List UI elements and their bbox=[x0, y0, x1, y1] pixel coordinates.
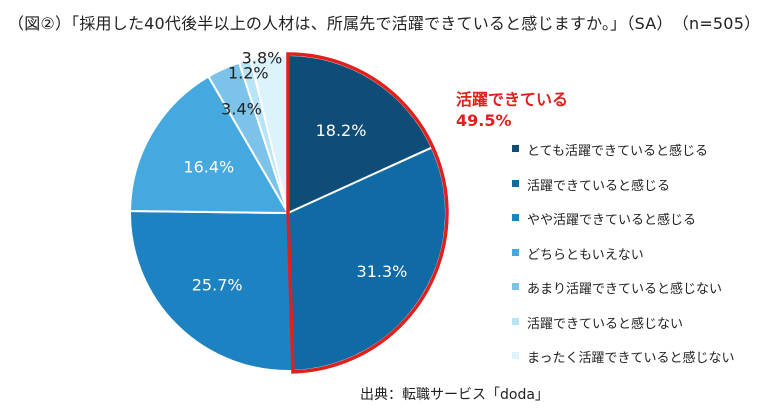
slice-value-label: 25.7% bbox=[192, 276, 243, 295]
slice-value-label: 1.2% bbox=[228, 64, 269, 83]
slice-value-label: 16.4% bbox=[183, 157, 234, 176]
legend-swatch bbox=[512, 352, 519, 359]
legend-item: とても活躍できていると感じる bbox=[512, 140, 734, 175]
legend-swatch bbox=[512, 214, 519, 221]
callout-label: 活躍できている bbox=[456, 90, 569, 109]
legend-item: あまり活躍できていると感じない bbox=[512, 278, 734, 313]
legend-swatch bbox=[512, 248, 519, 256]
legend: とても活躍できていると感じる 活躍できていると感じるやや活躍できていると感じる どち… bbox=[512, 140, 734, 382]
legend-swatch bbox=[512, 179, 519, 187]
legend-label: 活躍できていると感じない bbox=[527, 316, 684, 332]
legend-swatch bbox=[512, 317, 519, 325]
pie-slice bbox=[128, 75, 290, 215]
legend-item: 活躍できていると感じる bbox=[512, 175, 734, 210]
highlight-outline bbox=[286, 52, 449, 374]
chart-title: （図②）「採用した40代後半以上の人材は、所属先で活躍できていると感じますか。」… bbox=[8, 14, 759, 33]
slice-value-label: 18.2% bbox=[316, 121, 367, 140]
legend-swatch bbox=[512, 145, 519, 152]
legend-label: どちらともいえない bbox=[527, 247, 644, 263]
source-note: 出典：転職サービス「doda」 bbox=[360, 387, 549, 403]
callout-value: 49.5% bbox=[456, 111, 512, 130]
legend-label: やや活躍できていると感じる bbox=[527, 213, 697, 228]
slice-value-label: 3.8% bbox=[242, 49, 283, 68]
slice-value-label: 3.4% bbox=[221, 100, 262, 119]
legend-item: やや活躍できていると感じる bbox=[512, 209, 734, 244]
legend-swatch bbox=[512, 283, 519, 290]
pie-slice bbox=[129, 210, 294, 372]
legend-item: まったく活躍できていると感じない bbox=[512, 347, 734, 382]
slice-value-label: 31.3% bbox=[357, 262, 408, 281]
legend-label: 活躍できていると感じる bbox=[527, 178, 671, 194]
legend-item: 活躍できていると感じない bbox=[512, 313, 734, 348]
legend-label: まったく活躍できていると感じない bbox=[527, 351, 735, 366]
legend-label: とても活躍できていると感じる bbox=[527, 144, 708, 159]
legend-item: どちらともいえない bbox=[512, 244, 734, 279]
legend-label: あまり活躍できていると感じない bbox=[527, 282, 723, 297]
